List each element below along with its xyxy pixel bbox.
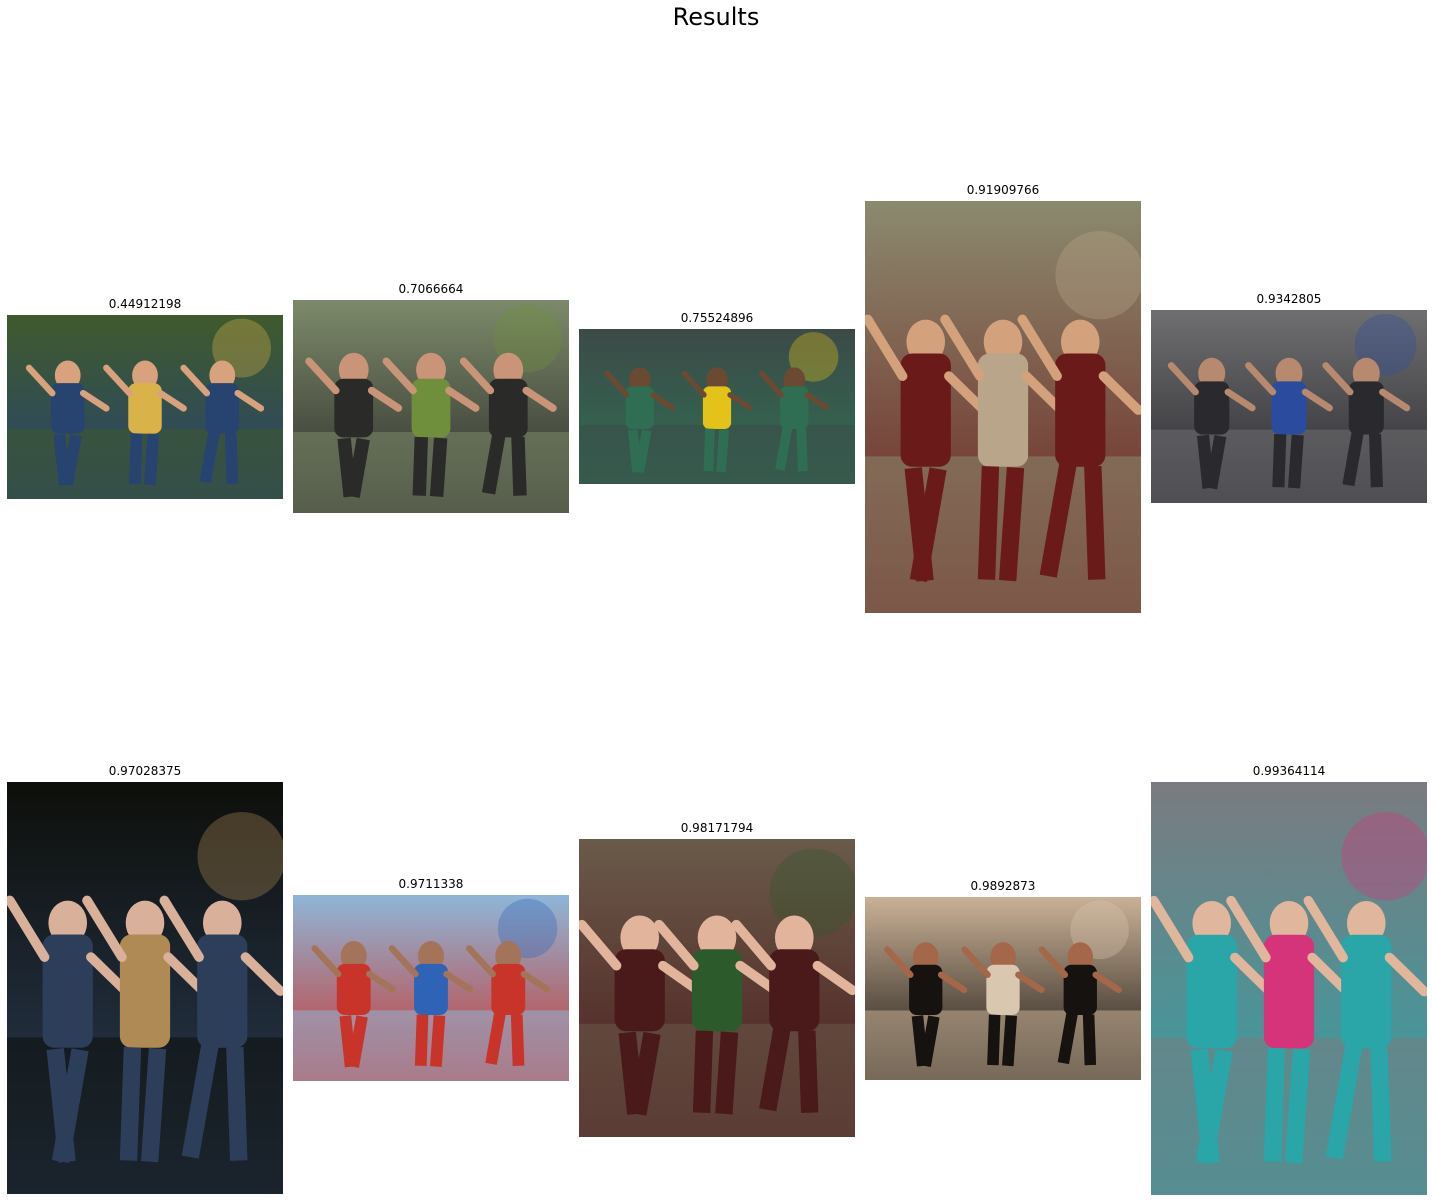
photo-illustration <box>293 300 569 513</box>
photo-illustration <box>1151 782 1427 1195</box>
result-cell: 0.9892873 <box>865 879 1141 1080</box>
result-photo <box>7 315 283 499</box>
result-cell: 0.98171794 <box>579 821 855 1137</box>
result-score: 0.9711338 <box>398 877 464 891</box>
result-score: 0.44912198 <box>108 297 182 311</box>
result-cell: 0.44912198 <box>7 297 283 499</box>
result-cell: 0.7066664 <box>293 282 569 513</box>
result-photo <box>293 895 569 1081</box>
result-photo <box>1151 310 1427 503</box>
photo-illustration <box>865 897 1141 1080</box>
photo-illustration <box>579 329 855 484</box>
result-photo <box>579 329 855 484</box>
photo-illustration <box>1151 310 1427 503</box>
result-score: 0.7066664 <box>398 282 464 296</box>
result-score: 0.9892873 <box>970 879 1036 893</box>
photo-illustration <box>7 782 283 1194</box>
photo-illustration <box>7 315 283 499</box>
result-score: 0.97028375 <box>108 764 182 778</box>
result-score: 0.91909766 <box>966 183 1040 197</box>
photo-illustration <box>579 839 855 1137</box>
result-photo <box>293 300 569 513</box>
figure-title: Results <box>672 3 760 31</box>
result-photo <box>7 782 283 1194</box>
result-photo <box>1151 782 1427 1195</box>
result-photo <box>579 839 855 1137</box>
result-score: 0.99364114 <box>1252 764 1326 778</box>
result-cell: 0.97028375 <box>7 764 283 1194</box>
result-cell: 0.9711338 <box>293 877 569 1081</box>
result-cell: 0.91909766 <box>865 183 1141 613</box>
result-cell: 0.75524896 <box>579 311 855 484</box>
result-cell: 0.9342805 <box>1151 292 1427 503</box>
result-cell: 0.99364114 <box>1151 764 1427 1195</box>
result-photo <box>865 201 1141 613</box>
result-score: 0.9342805 <box>1256 292 1322 306</box>
result-photo <box>865 897 1141 1080</box>
photo-illustration <box>865 201 1141 613</box>
result-score: 0.75524896 <box>680 311 754 325</box>
result-score: 0.98171794 <box>680 821 754 835</box>
photo-illustration <box>293 895 569 1081</box>
